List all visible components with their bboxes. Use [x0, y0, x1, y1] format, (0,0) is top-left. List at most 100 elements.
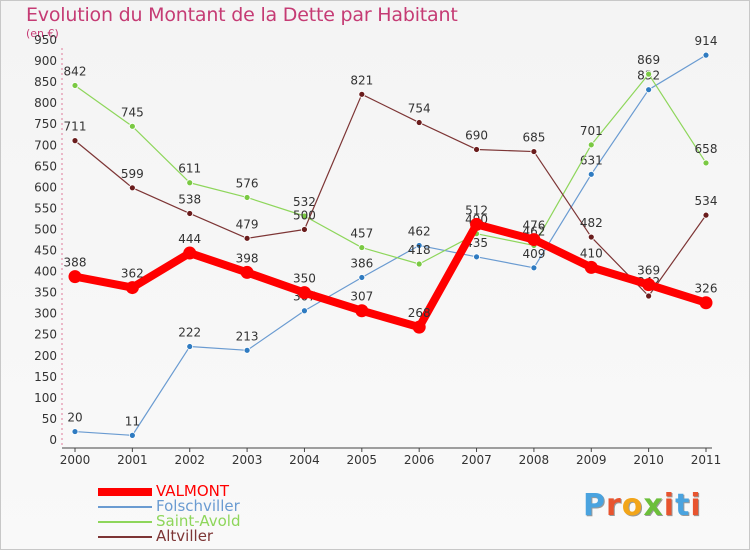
- brand-logo: Proxiti: [583, 488, 702, 523]
- data-label-saint-avold: 701: [580, 124, 603, 138]
- data-label-folschviller: 20: [67, 411, 82, 425]
- data-point-altviller: [702, 211, 710, 219]
- legend-swatch-altviller: [98, 536, 152, 538]
- y-tick-label: 50: [42, 412, 57, 426]
- x-tick-label: 2008: [519, 453, 550, 467]
- data-label-valmont: 410: [580, 246, 603, 260]
- brand-letter: P: [583, 488, 606, 523]
- y-tick-label: 0: [49, 433, 57, 447]
- data-label-altviller: 479: [236, 217, 259, 231]
- data-label-altviller: 690: [465, 128, 488, 142]
- data-point-saint-avold: [71, 82, 79, 89]
- legend-item-saint-avold: Saint-Avold: [98, 514, 240, 529]
- data-label-altviller: 534: [695, 194, 718, 208]
- legend-swatch-valmont: [98, 488, 152, 496]
- data-label-folschviller: 462: [408, 224, 431, 238]
- data-label-valmont: 307: [350, 290, 373, 304]
- legend-item-valmont: VALMONT: [98, 484, 240, 499]
- chart-subtitle: (en €): [26, 27, 59, 40]
- data-label-folschviller: 222: [178, 326, 201, 340]
- x-tick-label: 2000: [60, 453, 91, 467]
- data-label-altviller: 500: [293, 208, 316, 222]
- data-label-valmont: 398: [236, 251, 259, 265]
- x-tick-label: 2007: [461, 453, 492, 467]
- data-label-saint-avold: 576: [236, 176, 259, 190]
- data-point-folschviller: [358, 274, 366, 281]
- brand-letter: o: [621, 488, 644, 523]
- data-label-valmont: 512: [465, 203, 488, 217]
- y-tick-label: 300: [34, 307, 57, 321]
- brand-letter: x: [643, 488, 664, 523]
- legend-label-altviller: Altviller: [156, 527, 214, 545]
- data-point-saint-avold: [301, 212, 308, 220]
- data-point-saint-avold: [243, 194, 251, 201]
- data-point-folschviller: [645, 86, 653, 94]
- x-tick-label: 2011: [691, 453, 722, 467]
- data-point-altviller: [415, 119, 423, 126]
- y-tick-label: 750: [34, 117, 57, 131]
- data-point-altviller: [128, 184, 136, 192]
- data-point-altviller: [530, 148, 538, 155]
- data-point-valmont: [412, 320, 426, 334]
- legend-label-valmont: VALMONT: [156, 482, 230, 500]
- data-point-valmont: [355, 304, 369, 318]
- data-point-valmont: [240, 265, 254, 279]
- brand-letter: t: [675, 488, 691, 523]
- data-point-valmont: [470, 217, 484, 231]
- legend-swatch-saint-avold: [98, 521, 152, 523]
- data-point-altviller: [587, 233, 595, 241]
- y-tick-label: 100: [34, 391, 57, 405]
- data-point-saint-avold: [702, 159, 710, 167]
- y-tick-label: 800: [34, 96, 57, 110]
- x-tick-label: 2006: [404, 453, 435, 467]
- y-tick-label: 700: [34, 138, 57, 152]
- brand-letter: r: [606, 488, 622, 523]
- y-tick-label: 450: [34, 244, 57, 258]
- data-point-folschviller: [587, 170, 595, 178]
- data-label-altviller: 538: [178, 192, 201, 206]
- data-label-saint-avold: 418: [408, 243, 431, 257]
- y-tick-label: 650: [34, 159, 57, 173]
- data-point-altviller: [473, 146, 480, 153]
- legend-swatch-folschviller: [98, 506, 152, 508]
- data-label-altviller: 711: [64, 120, 87, 134]
- y-tick-label: 500: [34, 222, 57, 236]
- data-point-folschviller: [415, 242, 423, 249]
- data-label-folschviller: 631: [580, 153, 603, 167]
- y-tick-label: 250: [34, 328, 57, 342]
- legend-item-folschviller: Folschviller: [98, 499, 240, 514]
- y-tick-label: 850: [34, 75, 57, 89]
- data-point-saint-avold: [358, 244, 366, 251]
- data-label-saint-avold: 658: [695, 142, 718, 156]
- brand-letter: i: [663, 488, 676, 523]
- data-point-valmont: [183, 246, 197, 260]
- x-tick-label: 2004: [289, 453, 320, 467]
- data-point-saint-avold: [645, 70, 653, 78]
- data-point-folschviller: [301, 307, 308, 315]
- data-point-folschviller: [530, 264, 538, 272]
- data-point-valmont: [125, 281, 139, 295]
- data-label-folschviller: 213: [236, 329, 259, 343]
- data-point-saint-avold: [128, 122, 136, 130]
- x-tick-label: 2005: [347, 453, 378, 467]
- data-label-altviller: 599: [121, 167, 144, 181]
- data-label-saint-avold: 611: [178, 162, 201, 176]
- y-tick-label: 400: [34, 265, 57, 279]
- legend-label-folschviller: Folschviller: [156, 497, 240, 515]
- data-point-altviller: [645, 292, 653, 300]
- y-tick-label: 350: [34, 286, 57, 300]
- data-point-folschviller: [702, 51, 710, 59]
- data-label-altviller: 754: [408, 102, 431, 116]
- series-line-altviller: [74, 93, 707, 297]
- chart-legend: VALMONT Folschviller Saint-Avold Altviller: [98, 484, 240, 544]
- series-line-saint-avold: [74, 73, 707, 265]
- data-point-valmont: [297, 286, 311, 300]
- x-tick-label: 2003: [232, 453, 263, 467]
- y-tick-label: 200: [34, 349, 57, 363]
- data-point-saint-avold: [186, 179, 194, 187]
- data-point-valmont: [527, 233, 541, 247]
- data-label-folschviller: 409: [522, 247, 545, 261]
- data-point-valmont: [68, 270, 82, 284]
- data-label-saint-avold: 745: [121, 105, 144, 119]
